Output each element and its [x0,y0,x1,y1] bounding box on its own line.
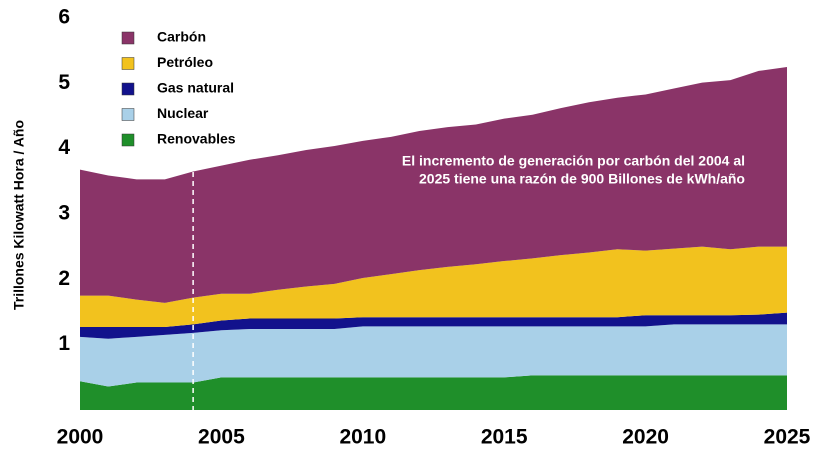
x-tick-label: 2020 [622,426,669,449]
legend-swatch [121,31,135,45]
legend-swatch [121,108,135,121]
x-tick-label: 2005 [198,426,245,449]
y-axis-label: Trillones Kilowatt Hora / Año [11,120,27,310]
legend-swatch [121,57,135,70]
legend-label: Carbón [157,29,206,45]
area [80,312,787,339]
y-tick-label: 5 [58,71,70,94]
x-tick-label: 2010 [339,426,386,449]
y-tick-label: 1 [58,332,70,355]
x-tick-label: 2000 [57,426,104,449]
annotation: El incremento de generación por carbón d… [402,153,745,169]
y-tick-label: 3 [58,202,70,225]
x-tick-label: 2025 [764,426,811,449]
y-tick-label: 4 [58,136,70,159]
y-tick-label: 6 [58,6,70,29]
legend-label: Gas natural [157,80,234,96]
area [80,246,787,328]
area [80,67,787,303]
legend-swatch [121,82,135,96]
legend-label: Nuclear [157,105,209,121]
area [80,324,787,387]
x-tick-label: 2015 [481,426,528,449]
legend-label: Petróleo [157,54,213,70]
legend-swatch [121,133,135,147]
annotation: 2025 tiene una razón de 900 Billones de … [419,171,745,187]
y-tick-label: 2 [58,267,70,290]
area [80,375,787,410]
legend-label: Renovables [157,131,236,147]
